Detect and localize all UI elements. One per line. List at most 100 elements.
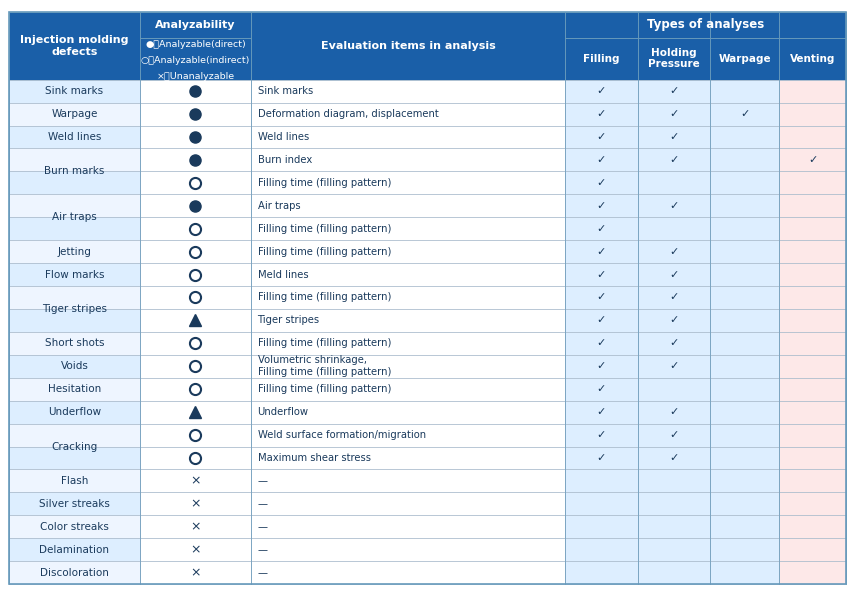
FancyBboxPatch shape: [710, 493, 779, 515]
FancyBboxPatch shape: [565, 355, 638, 378]
Text: Warpage: Warpage: [51, 109, 98, 119]
FancyBboxPatch shape: [140, 515, 251, 538]
FancyBboxPatch shape: [779, 171, 846, 194]
FancyBboxPatch shape: [140, 286, 251, 309]
Text: ✓: ✓: [669, 155, 678, 165]
FancyBboxPatch shape: [779, 103, 846, 126]
FancyBboxPatch shape: [251, 80, 565, 103]
FancyBboxPatch shape: [779, 194, 846, 217]
FancyBboxPatch shape: [8, 309, 140, 332]
FancyBboxPatch shape: [565, 493, 638, 515]
FancyBboxPatch shape: [710, 378, 779, 401]
FancyBboxPatch shape: [638, 309, 710, 332]
FancyBboxPatch shape: [779, 149, 846, 171]
FancyBboxPatch shape: [710, 240, 779, 263]
FancyBboxPatch shape: [779, 515, 846, 538]
Text: Weld lines: Weld lines: [258, 132, 309, 142]
Text: ✓: ✓: [597, 201, 606, 211]
Text: Underflow: Underflow: [258, 407, 309, 417]
Text: ×: ×: [190, 566, 201, 579]
FancyBboxPatch shape: [710, 12, 779, 80]
Text: ✓: ✓: [597, 384, 606, 394]
FancyBboxPatch shape: [8, 286, 140, 309]
FancyBboxPatch shape: [710, 401, 779, 424]
Text: Burn index: Burn index: [258, 155, 312, 165]
FancyBboxPatch shape: [8, 561, 140, 584]
FancyBboxPatch shape: [638, 263, 710, 286]
FancyBboxPatch shape: [251, 424, 565, 447]
FancyBboxPatch shape: [779, 470, 846, 493]
FancyBboxPatch shape: [8, 263, 140, 286]
FancyBboxPatch shape: [710, 286, 779, 309]
FancyBboxPatch shape: [638, 447, 710, 470]
FancyBboxPatch shape: [565, 447, 638, 470]
FancyBboxPatch shape: [565, 12, 638, 80]
FancyBboxPatch shape: [779, 240, 846, 263]
FancyBboxPatch shape: [710, 217, 779, 240]
FancyBboxPatch shape: [565, 401, 638, 424]
FancyBboxPatch shape: [565, 126, 638, 149]
Text: ✓: ✓: [597, 86, 606, 96]
Text: Filling time (filling pattern): Filling time (filling pattern): [258, 384, 391, 394]
Text: Filling: Filling: [583, 54, 620, 64]
FancyBboxPatch shape: [140, 561, 251, 584]
FancyBboxPatch shape: [710, 309, 779, 332]
Text: ✓: ✓: [597, 361, 606, 371]
FancyBboxPatch shape: [8, 194, 140, 217]
Text: —: —: [258, 476, 268, 486]
Text: ✓: ✓: [669, 361, 678, 371]
Text: ✓: ✓: [597, 155, 606, 165]
FancyBboxPatch shape: [8, 355, 140, 378]
FancyBboxPatch shape: [710, 355, 779, 378]
FancyBboxPatch shape: [638, 332, 710, 355]
FancyBboxPatch shape: [638, 424, 710, 447]
FancyBboxPatch shape: [251, 126, 565, 149]
Text: ✓: ✓: [669, 293, 678, 303]
Text: ✓: ✓: [808, 155, 818, 165]
FancyBboxPatch shape: [565, 286, 638, 309]
FancyBboxPatch shape: [251, 263, 565, 286]
FancyBboxPatch shape: [251, 217, 565, 240]
FancyBboxPatch shape: [251, 286, 565, 309]
FancyBboxPatch shape: [251, 538, 565, 561]
Text: ✓: ✓: [597, 316, 606, 326]
FancyBboxPatch shape: [710, 470, 779, 493]
FancyBboxPatch shape: [565, 103, 638, 126]
Text: ✓: ✓: [669, 86, 678, 96]
Text: ✓: ✓: [669, 316, 678, 326]
Text: ✓: ✓: [597, 270, 606, 280]
FancyBboxPatch shape: [779, 538, 846, 561]
FancyBboxPatch shape: [779, 12, 846, 80]
FancyBboxPatch shape: [140, 538, 251, 561]
Text: Filling time (filling pattern): Filling time (filling pattern): [258, 178, 391, 188]
Text: Air traps: Air traps: [52, 212, 97, 222]
FancyBboxPatch shape: [251, 240, 565, 263]
Text: ✓: ✓: [669, 270, 678, 280]
Text: ✓: ✓: [669, 247, 678, 257]
FancyBboxPatch shape: [140, 378, 251, 401]
FancyBboxPatch shape: [779, 286, 846, 309]
Text: ×: ×: [190, 474, 201, 487]
FancyBboxPatch shape: [8, 171, 140, 194]
FancyBboxPatch shape: [251, 309, 565, 332]
FancyBboxPatch shape: [251, 355, 565, 378]
Text: ✓: ✓: [597, 338, 606, 348]
Text: —: —: [258, 545, 268, 555]
Text: ✓: ✓: [597, 453, 606, 463]
Text: Tiger stripes: Tiger stripes: [258, 316, 320, 326]
FancyBboxPatch shape: [251, 401, 565, 424]
Text: Burn marks: Burn marks: [44, 166, 105, 176]
FancyBboxPatch shape: [140, 309, 251, 332]
Text: ✓: ✓: [597, 293, 606, 303]
FancyBboxPatch shape: [140, 217, 251, 240]
FancyBboxPatch shape: [638, 538, 710, 561]
FancyBboxPatch shape: [565, 217, 638, 240]
FancyBboxPatch shape: [8, 470, 140, 493]
FancyBboxPatch shape: [8, 447, 140, 470]
FancyBboxPatch shape: [638, 171, 710, 194]
Text: Tiger stripes: Tiger stripes: [42, 304, 107, 314]
Text: ○：Analyzable(indirect): ○：Analyzable(indirect): [141, 56, 250, 65]
FancyBboxPatch shape: [638, 194, 710, 217]
Text: Evaluation items in analysis: Evaluation items in analysis: [320, 41, 496, 51]
FancyBboxPatch shape: [251, 378, 565, 401]
